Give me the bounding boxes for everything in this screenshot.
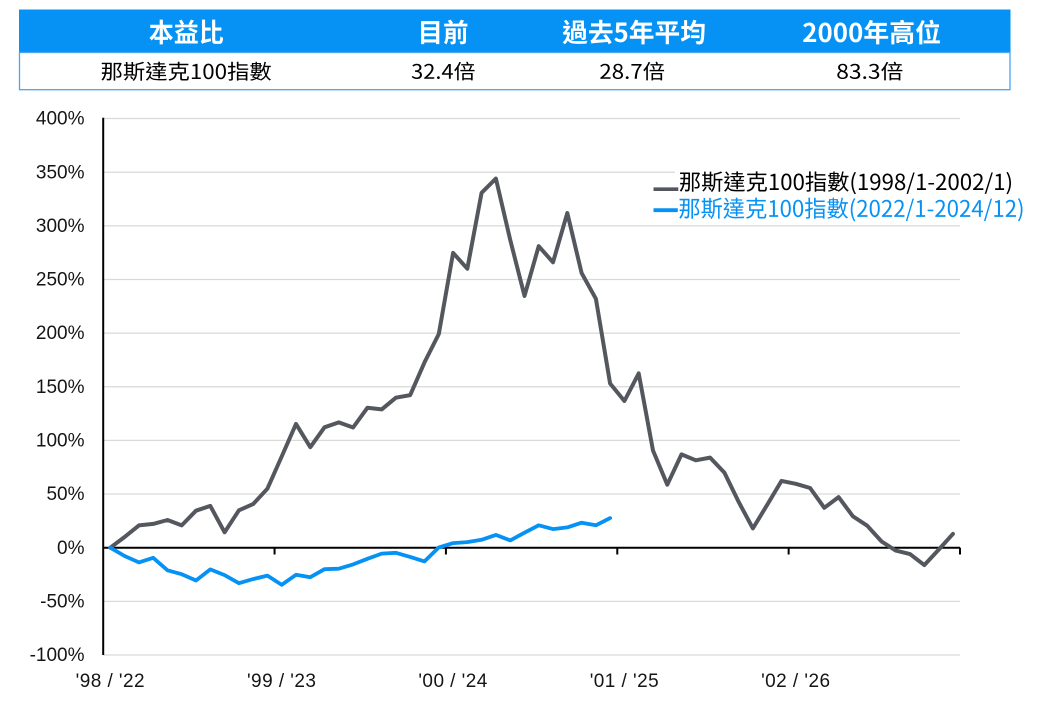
svg-text:400%: 400% [36, 109, 85, 130]
svg-text:'99 / '23: '99 / '23 [247, 671, 316, 692]
svg-text:-50%: -50% [40, 591, 84, 612]
svg-text:50%: 50% [46, 484, 84, 505]
svg-text:150%: 150% [36, 377, 85, 398]
svg-text:250%: 250% [36, 270, 85, 291]
svg-text:'02 / '26: '02 / '26 [761, 671, 830, 692]
svg-text:'01 / '25: '01 / '25 [590, 671, 659, 692]
svg-text:'98 / '22: '98 / '22 [76, 671, 145, 692]
svg-text:0%: 0% [57, 538, 85, 559]
svg-text:-100%: -100% [30, 645, 85, 666]
svg-text:300%: 300% [36, 216, 85, 237]
svg-text:'00 / '24: '00 / '24 [418, 671, 487, 692]
svg-text:350%: 350% [36, 162, 85, 183]
svg-text:100%: 100% [36, 431, 85, 452]
svg-text:200%: 200% [36, 323, 85, 344]
